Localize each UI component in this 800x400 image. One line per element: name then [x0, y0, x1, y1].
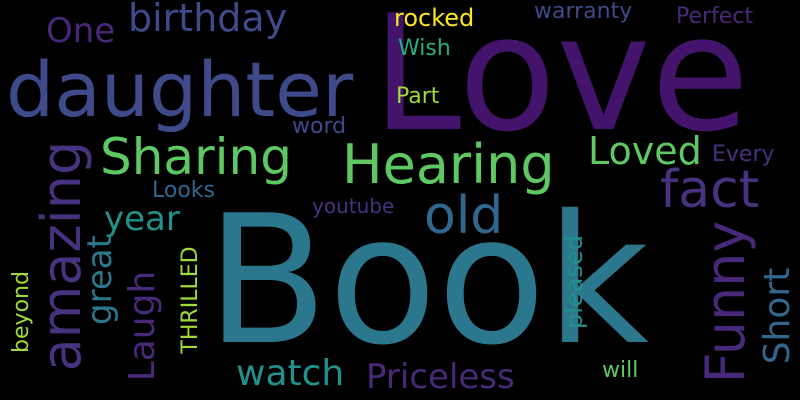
word-thrilled: THRILLED — [178, 246, 203, 354]
word-priceless: Priceless — [366, 357, 515, 397]
word-year: year — [104, 199, 180, 239]
word-rocked: rocked — [394, 4, 475, 32]
word-perfect: Perfect — [676, 4, 754, 29]
word-old: old — [424, 186, 504, 246]
word-short: Short — [757, 267, 798, 365]
word-warranty: warranty — [534, 0, 633, 24]
word-sharing: Sharing — [100, 128, 292, 186]
word-youtube: youtube — [312, 194, 395, 218]
word-pleased: pleased — [560, 235, 588, 329]
word-word: word — [292, 114, 347, 139]
word-part: Part — [396, 84, 440, 109]
word-hearing: Hearing — [342, 133, 555, 196]
word-funny: Funny — [694, 220, 757, 384]
word-laugh: Laugh — [122, 270, 163, 382]
word-book: Book — [206, 177, 650, 384]
word-one: One — [46, 11, 116, 51]
word-wish: Wish — [398, 36, 451, 61]
word-watch: watch — [236, 353, 345, 394]
word-birthday: birthday — [128, 0, 288, 40]
word-great: great — [80, 235, 120, 325]
word-fact: fact — [660, 160, 760, 220]
word-beyond: beyond — [9, 271, 34, 353]
word-daughter: daughter — [6, 45, 354, 134]
word-looks: Looks — [152, 178, 215, 203]
word-will: will — [602, 358, 639, 383]
word-love: Love — [372, 0, 750, 167]
word-every: Every — [712, 142, 775, 167]
word-loved: Loved — [588, 129, 702, 173]
